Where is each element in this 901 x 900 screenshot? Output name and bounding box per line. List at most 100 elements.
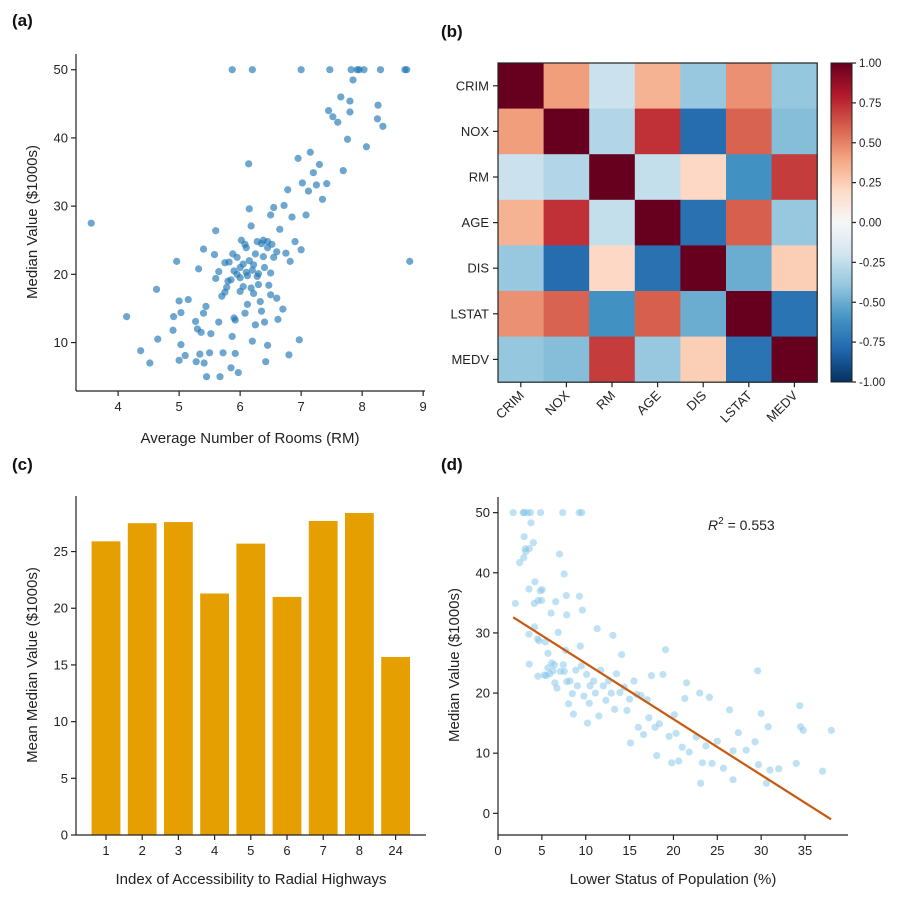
a-y-tick-label: 50: [54, 62, 68, 77]
d-scatter-point: [762, 779, 771, 787]
d-scatter-point: [754, 761, 763, 769]
c-y-tick-label: 0: [61, 828, 68, 843]
heatmap-y-label: NOX: [461, 124, 490, 139]
a-scatter-point: [349, 76, 357, 84]
d-scatter-point: [578, 606, 586, 614]
d-scatter-point: [655, 720, 664, 728]
d-x-tick-label: 25: [710, 843, 724, 858]
a-scatter-point: [253, 272, 261, 280]
heatmap-cell: [680, 291, 727, 338]
a-x-tick-label: 9: [420, 399, 427, 414]
a-xlabel: Average Number of Rooms (RM): [141, 430, 360, 447]
a-scatter-point: [212, 274, 220, 283]
heatmap-cell: [543, 108, 590, 155]
a-scatter-point: [123, 313, 131, 321]
a-scatter-point: [170, 313, 178, 321]
bar-2: [127, 523, 157, 835]
a-scatter-point: [199, 309, 208, 317]
d-scatter-point: [559, 509, 567, 517]
a-scatter-point: [206, 349, 214, 357]
heatmap-cell: [771, 199, 818, 246]
bar-7: [308, 520, 338, 835]
heatmap-cell: [726, 291, 773, 338]
bar-5: [236, 543, 266, 835]
a-scatter-point: [199, 245, 208, 253]
a-scatter-point: [181, 351, 189, 360]
heatmap-cell: [543, 63, 590, 110]
heatmap-cell: [589, 199, 636, 246]
a-scatter-point: [346, 108, 354, 116]
d-scatter-point: [616, 688, 624, 697]
d-scatter-point: [562, 592, 570, 600]
d-scatter-point: [713, 737, 721, 745]
d-y-tick-label: 30: [476, 625, 490, 640]
colorbar-tick-label: -1.00: [859, 377, 885, 389]
d-scatter-point: [538, 586, 546, 594]
a-scatter-point: [263, 238, 272, 246]
a-scatter-point: [294, 154, 302, 162]
d-scatter-point: [827, 726, 835, 734]
d-y-tick-label: 10: [476, 746, 490, 761]
a-scatter-point: [239, 260, 247, 268]
d-scatter-point: [751, 738, 759, 746]
a-scatter-point: [291, 238, 299, 246]
d-scatter-point: [560, 667, 568, 676]
d-scatter-point: [625, 695, 634, 703]
a-scatter-point: [219, 349, 227, 357]
c-y-tick-label: 25: [54, 544, 68, 559]
a-scatter-point: [215, 268, 223, 276]
a-scatter-point: [339, 167, 347, 175]
d-scatter-point: [544, 649, 552, 657]
a-x-tick-label: 7: [298, 399, 305, 414]
a-scatter-point: [227, 364, 235, 372]
d-scatter-point: [708, 759, 716, 768]
heatmap-cell: [634, 336, 681, 383]
heatmap-y-label: AGE: [462, 215, 490, 230]
d-scatter-point: [516, 558, 524, 567]
d-scatter-point: [520, 554, 528, 562]
d-scatter-point: [595, 712, 603, 720]
a-scatter-point: [337, 93, 345, 101]
heatmap-cell: [634, 245, 681, 292]
a-scatter-point: [263, 244, 272, 252]
a-scatter-point: [207, 330, 215, 338]
a-scatter-point: [270, 203, 278, 212]
d-scatter-point: [593, 625, 601, 633]
a-scatter-point: [231, 349, 239, 358]
d-scatter-point: [775, 765, 783, 773]
a-scatter-point: [274, 315, 282, 323]
a-scatter-point: [288, 213, 296, 221]
a-scatter-point: [329, 113, 337, 121]
a-scatter-point: [334, 118, 342, 126]
a-scatter-point: [231, 316, 239, 324]
d-scatter-point: [630, 677, 638, 685]
a-scatter-point: [215, 318, 223, 326]
a-scatter-point: [236, 274, 244, 282]
a-scatter-point: [309, 169, 317, 177]
d-scatter-point: [696, 689, 704, 697]
d-scatter-point: [792, 759, 800, 768]
a-scatter-point: [265, 281, 273, 289]
panel-label-c: (c): [12, 455, 33, 474]
d-scatter-point: [659, 670, 667, 679]
c-y-tick-label: 20: [54, 601, 68, 616]
a-scatter-point: [177, 341, 185, 349]
heatmap-y-label: RM: [469, 170, 489, 185]
d-scatter-point: [555, 550, 564, 558]
heatmap-cell: [634, 154, 681, 201]
a-scatter-point: [373, 115, 382, 123]
a-scatter-point: [343, 135, 352, 143]
a-scatter-point: [262, 358, 270, 366]
a-scatter-point: [236, 287, 244, 296]
d-scatter-point: [527, 519, 535, 527]
a-scatter-point: [256, 298, 264, 306]
a-scatter-point: [360, 66, 368, 74]
heatmap-cell: [589, 154, 636, 201]
d-scatter-point: [585, 699, 593, 707]
d-scatter-point: [550, 661, 559, 669]
a-scatter-point: [196, 350, 204, 358]
c-xlabel: Index of Accessibility to Radial Highway…: [116, 871, 387, 888]
a-scatter-point: [229, 250, 237, 258]
bar-6: [272, 596, 302, 835]
a-scatter-point: [297, 246, 305, 254]
